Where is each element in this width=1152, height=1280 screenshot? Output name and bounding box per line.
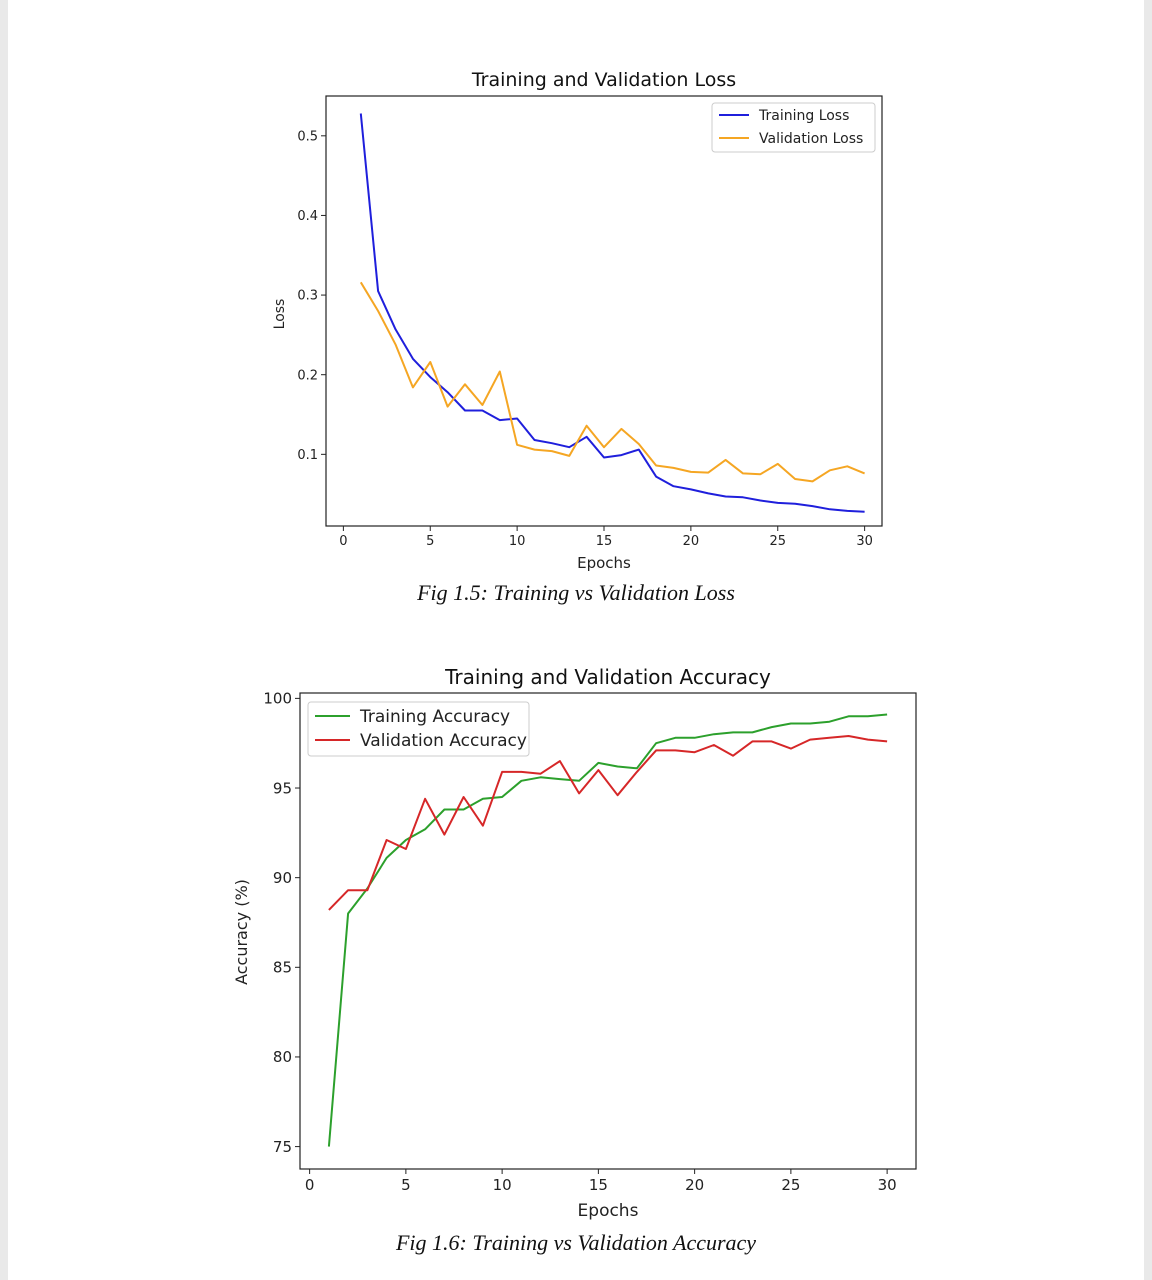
series-line-validation-accuracy	[328, 735, 888, 911]
legend-label-training-loss: Training Loss	[758, 108, 849, 124]
loss-x-tick-label: 25	[769, 534, 786, 549]
accuracy-y-tick-label: 85	[273, 959, 292, 977]
accuracy-plot-frame	[299, 692, 917, 1170]
loss-y-tick-label: 0.2	[297, 368, 318, 383]
loss-y-tick-label: 0.4	[297, 209, 318, 224]
accuracy-x-tick-label: 0	[305, 1176, 315, 1194]
legend-label-validation-accuracy: Validation Accuracy	[360, 731, 527, 751]
figure-caption-accuracy: Fig 1.6: Training vs Validation Accuracy	[395, 1230, 757, 1255]
loss-y-tick-label: 0.3	[297, 289, 318, 304]
loss-x-tick-label: 20	[683, 534, 700, 549]
loss-x-tick-label: 15	[596, 534, 613, 549]
accuracy-y-tick-label: 90	[273, 869, 292, 887]
figure-caption-loss: Fig 1.5: Training vs Validation Loss	[417, 580, 735, 605]
loss-chart-title: Training and Validation Loss	[471, 69, 736, 91]
document-page	[8, 0, 1144, 1280]
series-line-training-accuracy	[327, 713, 888, 1147]
loss-y-tick-label: 0.1	[297, 448, 318, 463]
loss-x-tick-label: 0	[339, 534, 347, 549]
accuracy-y-axis: 75 80 85 90 95 100	[263, 690, 300, 1156]
accuracy-x-tick-label: 15	[589, 1176, 608, 1194]
accuracy-x-axis-label: Epochs	[578, 1201, 639, 1221]
loss-chart: Training and Validation Loss 0 5 10 15 20 25 3…	[272, 69, 883, 572]
series-line-validation-loss	[359, 281, 865, 483]
loss-x-tick-label: 10	[509, 534, 526, 549]
loss-y-axis: 0.1 0.2 0.3 0.4 0.5	[297, 129, 326, 463]
legend-label-validation-loss: Validation Loss	[759, 131, 863, 147]
accuracy-x-tick-label: 10	[493, 1176, 512, 1194]
loss-series-lines	[359, 113, 865, 513]
loss-plot-frame	[325, 95, 883, 527]
loss-legend-box	[711, 102, 876, 153]
accuracy-legend-box	[307, 701, 530, 757]
accuracy-x-axis: 0 5 10 15 20 25 30	[305, 1169, 897, 1194]
accuracy-y-tick-label: 100	[263, 690, 292, 708]
loss-y-axis-label: Loss	[272, 299, 288, 330]
accuracy-x-tick-label: 20	[685, 1176, 704, 1194]
accuracy-y-axis-label: Accuracy (%)	[232, 879, 251, 985]
loss-x-axis-label: Epochs	[577, 554, 631, 572]
loss-y-tick-label: 0.5	[297, 129, 318, 144]
accuracy-chart-title: Training and Validation Accuracy	[444, 665, 771, 689]
loss-x-tick-label: 5	[426, 534, 434, 549]
accuracy-y-tick-label: 75	[273, 1138, 292, 1156]
accuracy-y-tick-label: 95	[273, 779, 292, 797]
accuracy-series-lines	[327, 713, 888, 1147]
loss-x-axis: 0 5 10 15 20 25 30	[339, 526, 873, 549]
accuracy-x-tick-label: 30	[878, 1176, 897, 1194]
loss-x-tick-label: 30	[856, 534, 873, 549]
loss-legend: Training Loss Validation Loss	[711, 102, 876, 153]
accuracy-chart: Training and Validation Accuracy 0 5 10 15 2…	[232, 665, 917, 1221]
accuracy-x-tick-label: 25	[781, 1176, 800, 1194]
accuracy-legend: Training Accuracy Validation Accuracy	[307, 701, 530, 757]
accuracy-x-tick-label: 5	[401, 1176, 411, 1194]
legend-label-training-accuracy: Training Accuracy	[359, 707, 510, 727]
series-line-training-loss	[359, 113, 865, 513]
accuracy-y-tick-label: 80	[273, 1048, 292, 1066]
